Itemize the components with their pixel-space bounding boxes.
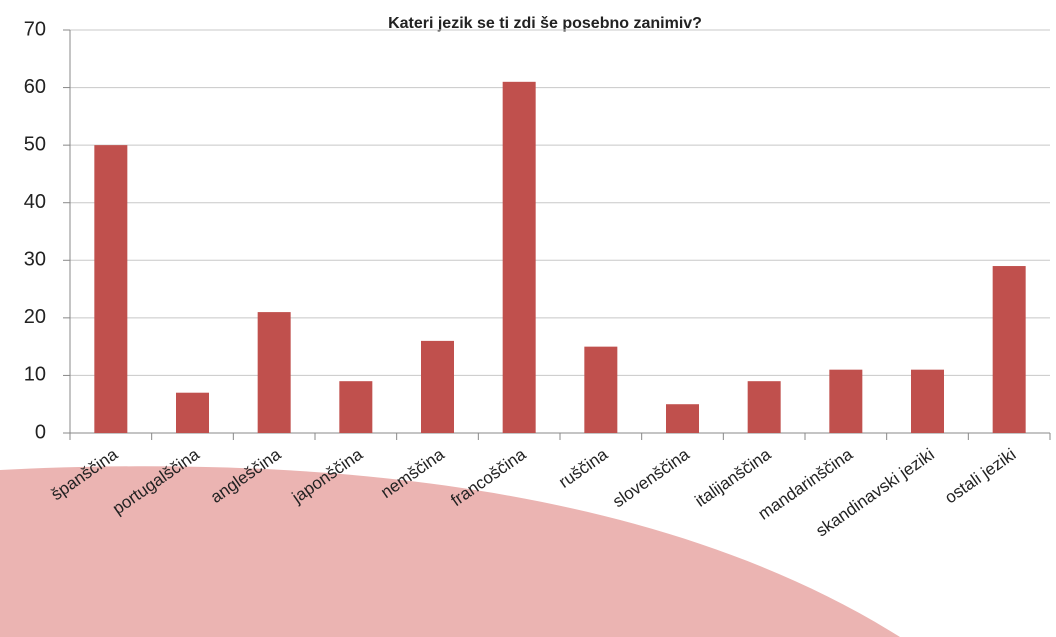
decorative-shape — [0, 466, 900, 637]
bar — [992, 266, 1026, 433]
x-tick-label: slovenščina — [609, 444, 693, 511]
bar — [584, 346, 618, 433]
y-tick-label: 0 — [35, 421, 46, 443]
y-tick-label: 60 — [24, 76, 46, 98]
bar — [666, 404, 699, 433]
y-tick-label: 40 — [24, 191, 46, 213]
bar — [502, 81, 536, 434]
chart-title: Kateri jezik se ti zdi še posebno zanimi… — [388, 15, 702, 32]
x-tick-label: ostali jeziki — [941, 445, 1019, 508]
x-tick-label: ruščina — [555, 444, 611, 491]
bar — [257, 312, 291, 433]
bar — [94, 145, 128, 433]
bar — [176, 392, 209, 433]
bar — [339, 381, 373, 433]
bar — [911, 369, 944, 433]
y-tick-label: 30 — [24, 249, 46, 271]
y-tick-label: 10 — [24, 364, 46, 386]
bar — [829, 369, 863, 433]
bar — [747, 381, 781, 433]
bar — [421, 340, 454, 433]
x-tick-label: italijanščina — [692, 444, 775, 510]
y-tick-label: 70 — [24, 18, 46, 40]
y-tick-label: 20 — [24, 306, 46, 328]
y-tick-label: 50 — [24, 133, 46, 155]
